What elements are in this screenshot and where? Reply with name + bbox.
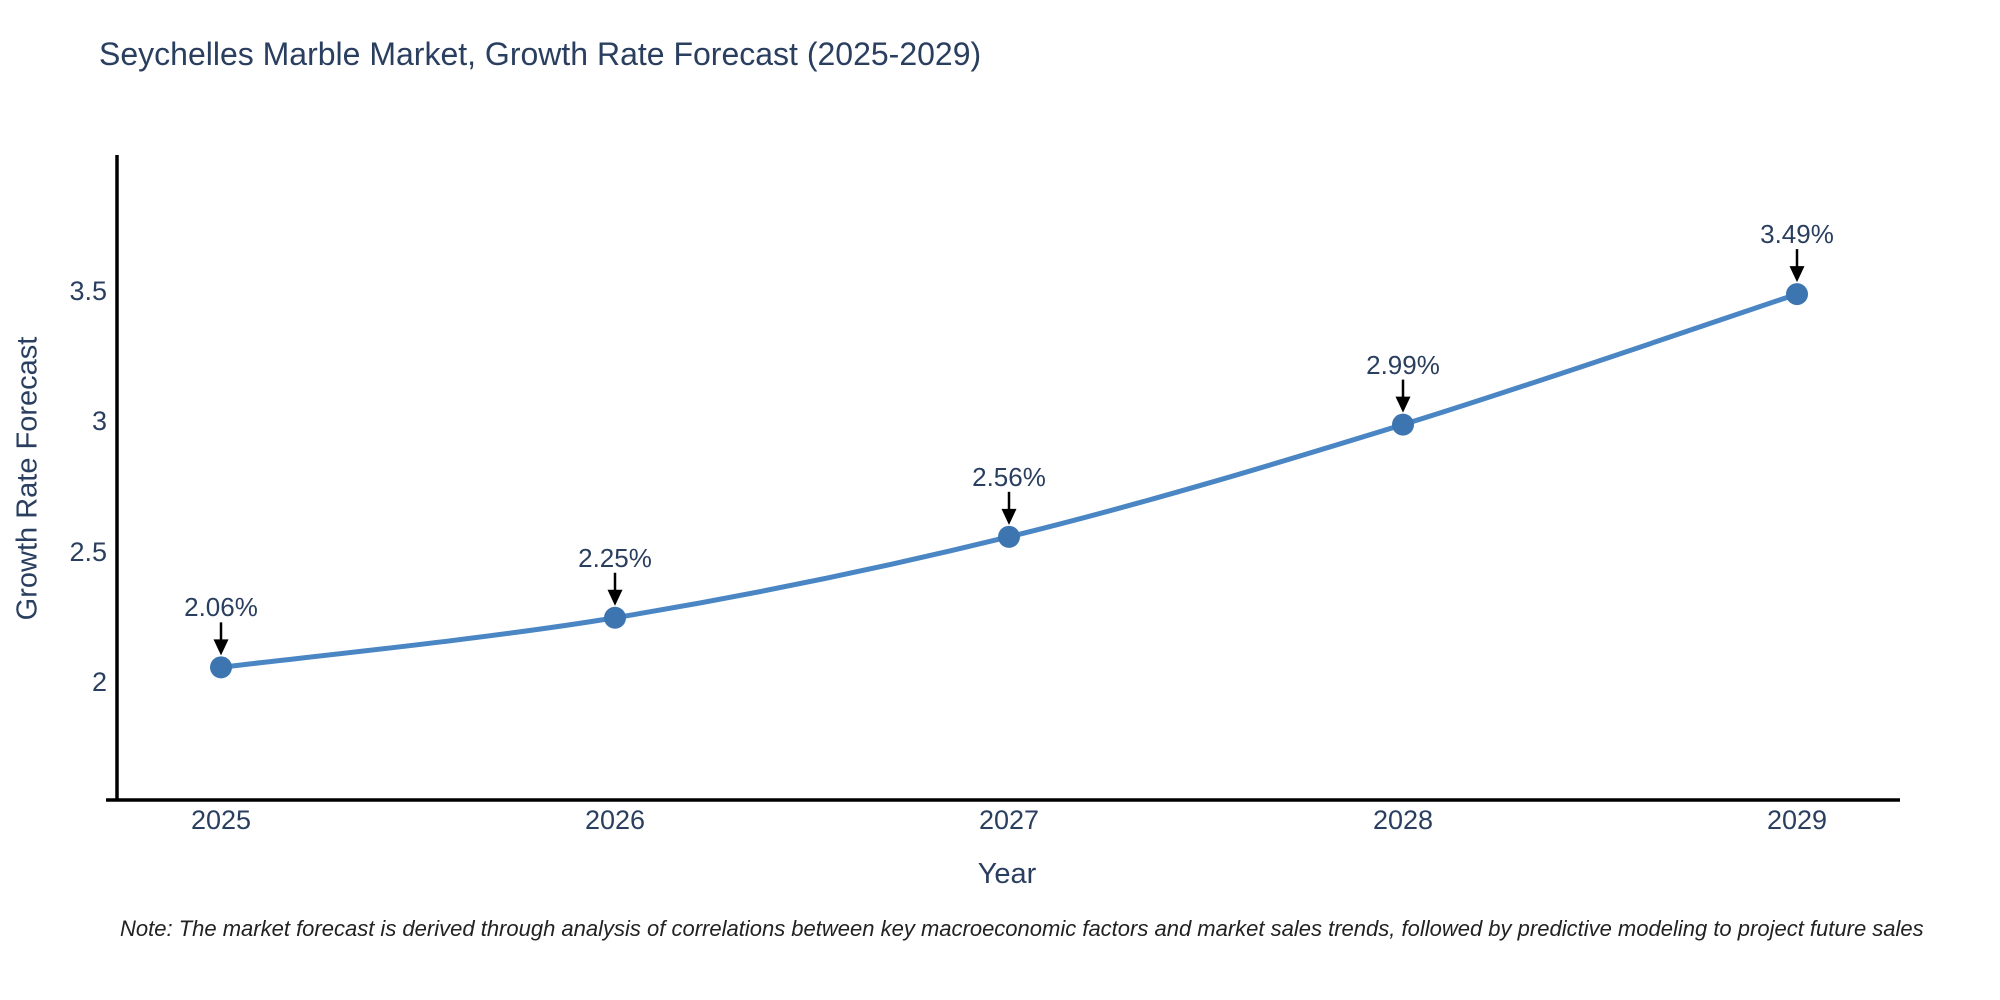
y-tick-label-2.5: 2.5 [69, 536, 107, 567]
point-value-label-2026: 2.25% [578, 542, 652, 573]
annotation-arrowhead [607, 589, 623, 606]
data-point-2025 [210, 656, 232, 679]
data-point-2029 [1786, 283, 1808, 306]
x-tick-label-2027: 2027 [978, 805, 1040, 835]
y-tick-label-3.5: 3.5 [69, 275, 107, 306]
annotation-arrowhead [1395, 396, 1411, 413]
x-axis-title: Year [977, 858, 1037, 890]
data-point-2028 [1392, 413, 1414, 436]
x-tick-label-2025: 2025 [190, 805, 252, 835]
footnote: Note: The market forecast is derived thr… [120, 916, 1924, 941]
x-tick-label-2026: 2026 [584, 805, 646, 835]
chart-title: Seychelles Marble Market, Growth Rate Fo… [99, 36, 982, 72]
y-tick-label-3: 3 [91, 406, 107, 436]
data-point-2026 [604, 606, 626, 629]
axis-lines [106, 155, 1900, 802]
y-tick-label-2: 2 [91, 667, 107, 697]
data-point-2027 [998, 525, 1020, 548]
point-value-label-2027: 2.56% [972, 461, 1046, 492]
annotation-arrowhead [1789, 266, 1805, 283]
annotation-arrowhead [213, 639, 229, 656]
point-value-label-2028: 2.99% [1366, 349, 1440, 380]
point-value-label-2025: 2.06% [184, 592, 258, 623]
annotation-arrowhead [1001, 508, 1017, 525]
x-tick-label-2028: 2028 [1372, 805, 1434, 835]
point-value-label-2029: 3.49% [1760, 219, 1834, 250]
x-tick-label-2029: 2029 [1766, 805, 1828, 835]
